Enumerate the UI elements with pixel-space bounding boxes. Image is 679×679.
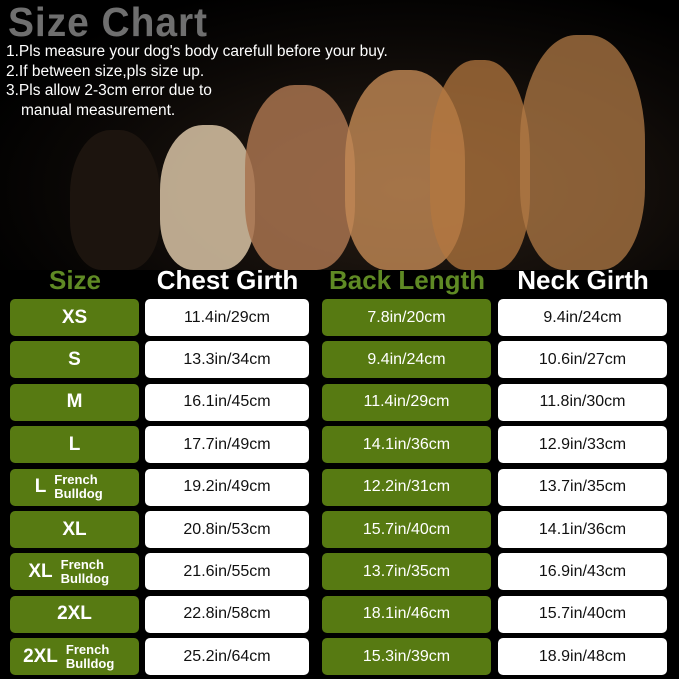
- size-variant-label: French Bulldog: [54, 472, 103, 502]
- neck-girth-value: 13.7in/35cm: [538, 478, 627, 496]
- back-length-cell: 18.1in/46cm: [322, 595, 491, 633]
- neck-girth-cell: 16.9in/43cm: [498, 553, 667, 591]
- chest-girth-cell: 17.7in/49cm: [145, 426, 309, 464]
- neck-girth-value: 11.8in/30cm: [539, 393, 626, 411]
- size-cell: XL French Bulldog: [10, 553, 139, 591]
- size-value: XL: [62, 518, 87, 540]
- neck-girth-value: 14.1in/36cm: [538, 520, 627, 538]
- back-length-cell: 15.3in/39cm: [322, 638, 491, 676]
- neck-girth-value: 18.9in/48cm: [538, 647, 627, 665]
- chest-girth-value: 13.3in/34cm: [183, 350, 271, 368]
- back-length-value: 13.7in/35cm: [362, 562, 451, 580]
- neck-girth-cell: 11.8in/30cm: [498, 383, 667, 421]
- instructions: 1.Pls measure your dog's body carefull b…: [6, 42, 388, 120]
- header-size: Size: [48, 265, 102, 295]
- neck-girth-cell: 15.7in/40cm: [498, 595, 667, 633]
- back-length-cell: 14.1in/36cm: [322, 426, 491, 464]
- chest-girth-cell: 20.8in/53cm: [145, 511, 309, 548]
- header-neck-girth: Neck Girth: [517, 265, 649, 295]
- neck-girth-value: 9.4in/24cm: [543, 308, 622, 326]
- size-value: XL: [28, 560, 53, 582]
- size-value: 2XL: [57, 603, 92, 625]
- size-value: 2XL: [23, 645, 58, 667]
- size-cell: 2XL French Bulldog: [10, 638, 139, 676]
- chart-title: Size Chart: [8, 0, 208, 45]
- header-chest-girth: Chest Girth: [156, 265, 299, 295]
- chest-girth-cell: 25.2in/64cm: [145, 638, 309, 676]
- size-value: S: [68, 348, 81, 370]
- size-value: M: [66, 391, 83, 413]
- note-3-continued: manual measurement.: [21, 101, 176, 119]
- chest-girth-cell: 21.6in/55cm: [145, 553, 309, 591]
- header-back-length: Back Length: [328, 265, 486, 295]
- neck-girth-value: 16.9in/43cm: [538, 562, 627, 580]
- neck-girth-value: 10.6in/27cm: [538, 350, 627, 368]
- chest-girth-cell: 22.8in/58cm: [145, 595, 309, 633]
- note-3: 3.Pls allow 2-3cm error due to: [6, 82, 212, 99]
- chest-girth-value: 22.8in/58cm: [183, 605, 271, 623]
- note-1: 1.Pls measure your dog's body carefull b…: [6, 43, 388, 60]
- neck-girth-cell: 14.1in/36cm: [498, 511, 667, 548]
- size-cell: XL: [10, 511, 139, 548]
- chest-girth-cell: 19.2in/49cm: [145, 468, 309, 506]
- note-2: 2.If between size,pls size up.: [6, 62, 205, 80]
- neck-girth-cell: 10.6in/27cm: [498, 341, 667, 379]
- chest-girth-value: 25.2in/64cm: [183, 647, 271, 665]
- back-length-cell: 11.4in/29cm: [322, 383, 491, 421]
- size-cell: XS: [10, 299, 139, 336]
- chest-girth-value: 19.2in/49cm: [183, 478, 271, 496]
- back-length-cell: 12.2in/31cm: [322, 468, 491, 506]
- back-length-cell: 15.7in/40cm: [322, 511, 491, 548]
- chest-girth-value: 17.7in/49cm: [183, 435, 271, 453]
- size-cell: 2XL: [10, 595, 139, 633]
- size-cell: L French Bulldog: [10, 468, 139, 506]
- dogs-photo: [0, 0, 679, 270]
- back-length-value: 9.4in/24cm: [367, 350, 446, 368]
- chest-girth-value: 11.4in/29cm: [184, 308, 270, 326]
- size-variant-label: French Bulldog: [60, 556, 110, 586]
- size-value: L: [34, 476, 47, 498]
- back-length-cell: 13.7in/35cm: [322, 553, 491, 591]
- size-variant-label: French Bulldog: [65, 641, 115, 671]
- size-cell: M: [10, 383, 139, 421]
- size-cell: S: [10, 341, 139, 379]
- neck-girth-value: 12.9in/33cm: [538, 435, 627, 453]
- chest-girth-cell: 11.4in/29cm: [145, 299, 309, 336]
- back-length-cell: 7.8in/20cm: [322, 299, 491, 336]
- back-length-value: 11.4in/29cm: [363, 393, 450, 411]
- size-cell: L: [10, 426, 139, 464]
- back-length-value: 7.8in/20cm: [367, 308, 446, 326]
- back-length-value: 14.1in/36cm: [362, 435, 451, 453]
- back-length-value: 18.1in/46cm: [362, 605, 451, 623]
- neck-girth-cell: 9.4in/24cm: [498, 299, 667, 336]
- back-length-cell: 9.4in/24cm: [322, 341, 491, 379]
- neck-girth-cell: 18.9in/48cm: [498, 638, 667, 676]
- back-length-value: 15.3in/39cm: [362, 647, 451, 665]
- chest-girth-value: 20.8in/53cm: [183, 520, 271, 538]
- chest-girth-value: 16.1in/45cm: [183, 393, 271, 411]
- chest-girth-cell: 13.3in/34cm: [145, 341, 309, 379]
- size-value: L: [68, 433, 81, 455]
- neck-girth-cell: 13.7in/35cm: [498, 468, 667, 506]
- back-length-value: 15.7in/40cm: [362, 520, 451, 538]
- back-length-value: 12.2in/31cm: [362, 478, 451, 496]
- chest-girth-value: 21.6in/55cm: [183, 562, 271, 580]
- neck-girth-cell: 12.9in/33cm: [498, 426, 667, 464]
- neck-girth-value: 15.7in/40cm: [538, 605, 627, 623]
- size-value: XS: [61, 306, 88, 328]
- chest-girth-cell: 16.1in/45cm: [145, 383, 309, 421]
